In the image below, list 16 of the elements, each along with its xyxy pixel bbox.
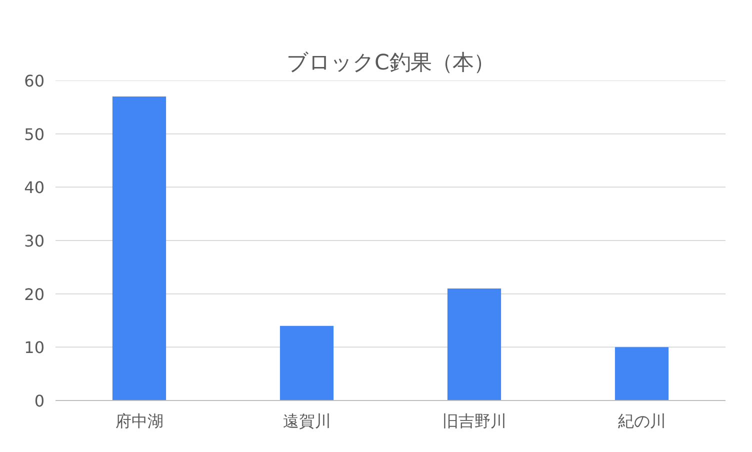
bar bbox=[447, 288, 502, 400]
bar bbox=[280, 326, 334, 400]
y-tick-label: 30 bbox=[24, 232, 44, 250]
y-tick-label: 0 bbox=[34, 392, 45, 410]
chart-title: ブロックC釣果（本） bbox=[286, 50, 494, 76]
x-tick-label: 遠賀川 bbox=[282, 412, 331, 430]
x-tick-label: 府中湖 bbox=[115, 412, 164, 430]
y-tick-label: 40 bbox=[24, 178, 44, 198]
y-tick-label: 60 bbox=[24, 72, 44, 90]
x-tick-label: 紀の川 bbox=[618, 412, 666, 430]
y-tick-label: 10 bbox=[24, 338, 44, 358]
x-tick-label: 旧吉野川 bbox=[442, 412, 506, 430]
y-tick-label: 50 bbox=[24, 124, 44, 144]
bar bbox=[112, 96, 166, 400]
y-tick-label: 20 bbox=[24, 284, 44, 304]
bar bbox=[614, 347, 669, 400]
